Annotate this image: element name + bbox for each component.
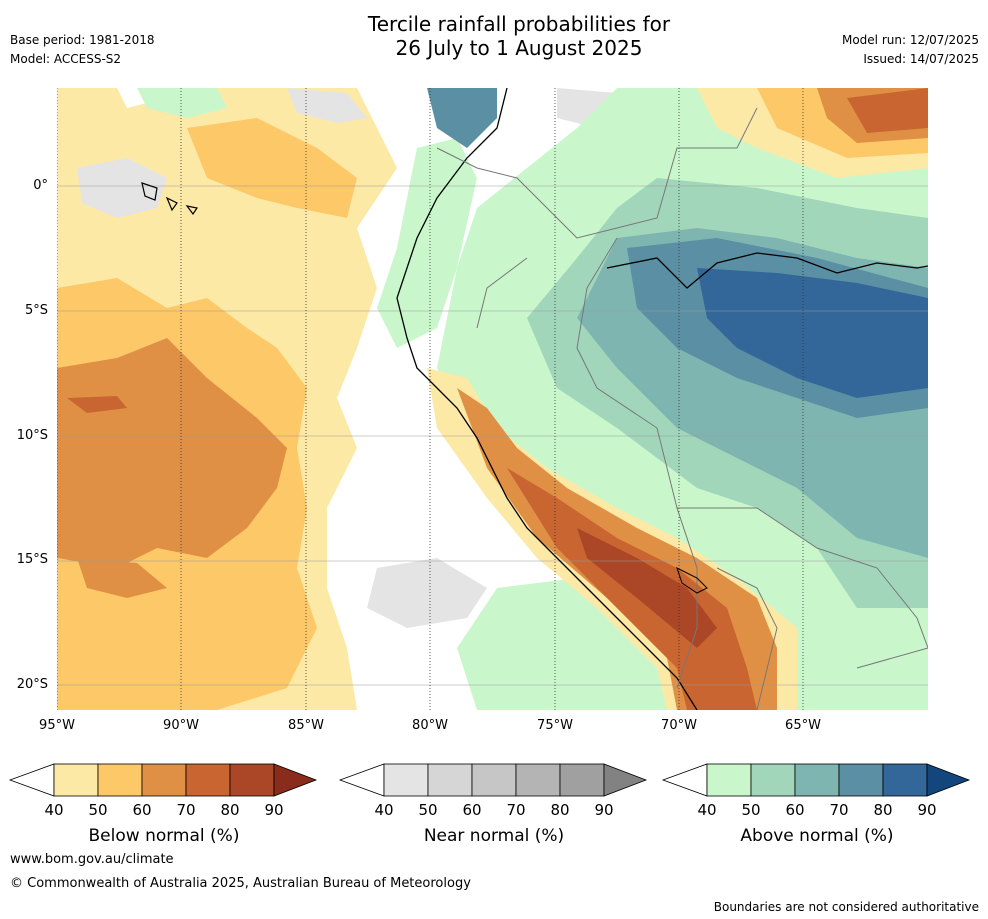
lat-label-10s: 10°S — [16, 428, 48, 443]
coastline — [396, 88, 698, 710]
near-normal-patch-1 — [77, 158, 167, 218]
lon-label-80w: 80°W — [412, 718, 448, 733]
cb2-50 — [383, 763, 429, 797]
lon-label-85w: 85°W — [288, 718, 324, 733]
lat-label-0: 0° — [33, 178, 48, 193]
cb2-tick-90: 90 — [594, 801, 614, 819]
country-borders — [436, 107, 928, 710]
lon-label-70w: 70°W — [661, 718, 697, 733]
cb1-tick-50: 50 — [88, 801, 108, 819]
cb3-under — [661, 763, 708, 797]
cb2-tick-80: 80 — [550, 801, 570, 819]
cb1-80 — [185, 763, 231, 797]
above-normal-north-patch — [427, 88, 497, 148]
cb2-90 — [559, 763, 605, 797]
cb3-tick-70: 70 — [829, 801, 849, 819]
cb3-tick-40: 40 — [697, 801, 717, 819]
amazon-river — [606, 252, 928, 289]
cb1-60 — [97, 763, 143, 797]
above-normal-50-coast — [377, 138, 477, 348]
cb3-label: Above normal (%) — [740, 826, 894, 846]
map-title: Tercile rainfall probabilities for 26 Ju… — [0, 12, 988, 60]
near-normal-patch-2 — [287, 88, 367, 123]
cb2-label: Near normal (%) — [423, 826, 565, 846]
below-normal-70-patch — [77, 558, 167, 598]
cb1-90 — [229, 763, 275, 797]
cb2-over — [603, 763, 648, 797]
cb2-60 — [427, 763, 473, 797]
lat-label-20s: 20°S — [16, 677, 48, 692]
cb3-tick-60: 60 — [785, 801, 805, 819]
cb1-over — [273, 763, 318, 797]
lat-label-5s: 5°S — [24, 303, 48, 318]
lon-label-90w: 90°W — [163, 718, 199, 733]
base-period: Base period: 1981-2018 — [10, 33, 155, 47]
cb2-tick-50: 50 — [418, 801, 438, 819]
cb1-tick-90: 90 — [264, 801, 284, 819]
cb3-80 — [838, 763, 884, 797]
cb2-80 — [515, 763, 561, 797]
above-normal-50-north — [137, 88, 227, 118]
cb1-50 — [53, 763, 99, 797]
cb3-70 — [794, 763, 840, 797]
boundaries-disclaimer: Boundaries are not considered authoritat… — [713, 900, 979, 914]
rainfall-probability-map — [57, 88, 928, 710]
colorbar-below-normal — [8, 763, 318, 797]
cb3-tick-90: 90 — [917, 801, 937, 819]
cb3-50 — [706, 763, 752, 797]
cb1-label: Below normal (%) — [88, 826, 240, 846]
below-normal-60-north — [187, 118, 357, 218]
lat-gridlines — [57, 185, 928, 686]
cb3-tick-50: 50 — [741, 801, 761, 819]
lon-label-95w: 95°W — [39, 718, 75, 733]
near-normal-patch-3 — [367, 558, 487, 628]
below-normal-80-spot — [67, 396, 127, 413]
lake-titicaca — [676, 567, 708, 594]
cb1-under — [8, 763, 55, 797]
cb3-over — [926, 763, 971, 797]
below-normal-70-ocean — [57, 338, 287, 568]
copyright-notice: © Commonwealth of Australia 2025, Austra… — [10, 876, 471, 891]
colorbar-near-normal — [338, 763, 648, 797]
cb2-tick-40: 40 — [374, 801, 394, 819]
title-line-1: Tercile rainfall probabilities for — [367, 12, 671, 36]
website-link[interactable]: www.bom.gov.au/climate — [10, 852, 174, 867]
cb3-90 — [882, 763, 928, 797]
model-run: Model run: 12/07/2025 — [841, 33, 979, 47]
cb3-60 — [750, 763, 796, 797]
title-line-2: 26 July to 1 August 2025 — [395, 36, 643, 60]
cb2-70 — [471, 763, 517, 797]
issued-date: Issued: 14/07/2025 — [863, 52, 979, 66]
above-normal-90-region — [697, 268, 928, 398]
below-normal-ne-80 — [847, 88, 928, 133]
cb1-tick-80: 80 — [220, 801, 240, 819]
cb2-tick-60: 60 — [462, 801, 482, 819]
lat-label-15s: 15°S — [16, 552, 48, 567]
cb1-tick-60: 60 — [132, 801, 152, 819]
cb2-under — [338, 763, 385, 797]
cb1-tick-70: 70 — [176, 801, 196, 819]
lon-label-65w: 65°W — [785, 718, 821, 733]
cb3-tick-80: 80 — [873, 801, 893, 819]
cb2-tick-70: 70 — [506, 801, 526, 819]
galapagos-islands — [141, 182, 198, 216]
colorbar-above-normal — [661, 763, 971, 797]
model-name: Model: ACCESS-S2 — [10, 52, 122, 66]
cb1-tick-40: 40 — [44, 801, 64, 819]
below-normal-andes-90 — [577, 528, 717, 648]
cb1-70 — [141, 763, 187, 797]
lon-label-75w: 75°W — [537, 718, 573, 733]
